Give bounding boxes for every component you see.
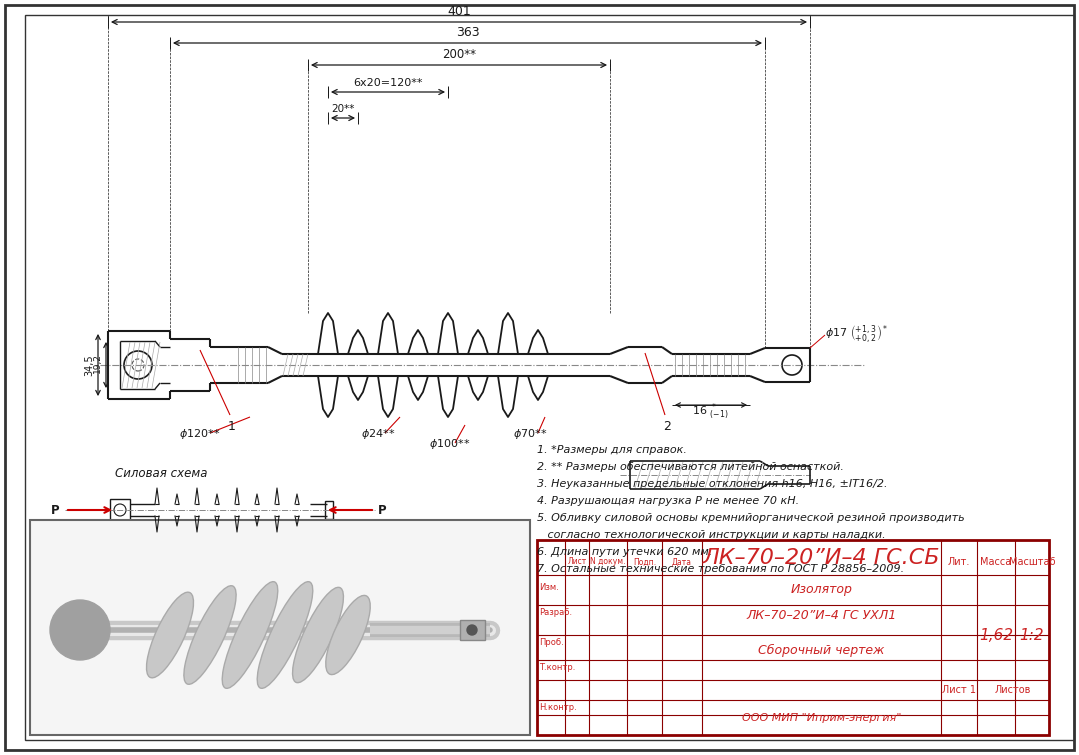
Text: Дата: Дата	[672, 557, 692, 566]
Text: Изолятор: Изолятор	[791, 584, 852, 596]
Circle shape	[50, 600, 110, 660]
Text: Лист: Лист	[568, 557, 587, 566]
Text: N докум.: N докум.	[590, 557, 626, 566]
Text: ЛК–70–20”И–4 ГС.СБ: ЛК–70–20”И–4 ГС.СБ	[702, 548, 940, 568]
Text: 16 $_{(-1)}^*$: 16 $_{(-1)}^*$	[692, 402, 728, 422]
Text: 401: 401	[447, 5, 470, 18]
Text: Силовая схема: Силовая схема	[115, 467, 207, 480]
Text: 1,62: 1,62	[979, 627, 1013, 643]
Ellipse shape	[257, 581, 313, 689]
Bar	[30, 520, 530, 735]
Text: Т.контр.: Т.контр.	[540, 663, 575, 672]
Text: 6. Длина пути утечки 620 мм.: 6. Длина пути утечки 620 мм.	[537, 547, 712, 557]
Ellipse shape	[183, 586, 236, 684]
Ellipse shape	[292, 587, 343, 683]
Text: $\phi$24**: $\phi$24**	[360, 427, 395, 441]
Text: согласно технологической инструкции и карты наладки.: согласно технологической инструкции и ка…	[537, 530, 886, 540]
Text: P: P	[52, 504, 60, 516]
Ellipse shape	[222, 581, 277, 689]
Bar	[110, 499, 129, 521]
Circle shape	[64, 614, 96, 646]
Text: 5. Обливку силовой основы кремнийорганической резиной производить: 5. Обливку силовой основы кремнийорганич…	[537, 513, 965, 523]
Text: 2. ** Размеры обеспечиваются литейной оснасткой.: 2. ** Размеры обеспечиваются литейной ос…	[537, 462, 844, 472]
Text: 2: 2	[663, 420, 671, 433]
Text: Н.контр.: Н.контр.	[540, 703, 577, 712]
Text: $\phi$70**: $\phi$70**	[513, 427, 547, 441]
Circle shape	[71, 621, 88, 639]
Text: 3. Неуказанные предельные отклонения h16, H16, ±IT16/2.: 3. Неуказанные предельные отклонения h16…	[537, 479, 888, 489]
Text: 7. Остальные технические требования по ГОСТ Р 28856–2009.: 7. Остальные технические требования по Г…	[537, 564, 904, 574]
Text: Лит.: Лит.	[947, 557, 970, 567]
Text: ЛК–70–20”И–4 ГС УХЛ1: ЛК–70–20”И–4 ГС УХЛ1	[747, 609, 897, 621]
Text: Проб.: Проб.	[540, 638, 563, 647]
Text: 20**: 20**	[331, 104, 355, 114]
Text: 6x20=120**: 6x20=120**	[353, 78, 423, 88]
Ellipse shape	[326, 596, 370, 675]
Text: $\phi$17 $\binom{+1,3}{+0,2}^*$: $\phi$17 $\binom{+1,3}{+0,2}^*$	[825, 324, 888, 346]
Text: P: P	[378, 504, 386, 516]
Text: 4. Разрушающая нагрузка P не менее 70 кН.: 4. Разрушающая нагрузка P не менее 70 кН…	[537, 496, 800, 506]
Text: 1:2: 1:2	[1020, 627, 1044, 643]
Bar	[325, 501, 333, 519]
Text: 1: 1	[228, 420, 236, 433]
Bar	[460, 620, 484, 640]
Text: 34,5: 34,5	[84, 354, 94, 376]
Text: Изм.: Изм.	[540, 583, 559, 592]
Text: 200**: 200**	[442, 48, 476, 61]
Text: Разраб.: Разраб.	[540, 608, 572, 617]
Text: 363: 363	[455, 26, 479, 39]
Ellipse shape	[147, 592, 193, 678]
Text: 1. *Размеры для справок.: 1. *Размеры для справок.	[537, 445, 687, 455]
Text: Масса: Масса	[981, 557, 1012, 567]
Bar	[537, 540, 1049, 735]
Text: $\phi$120**: $\phi$120**	[179, 427, 221, 441]
Text: Подп.: Подп.	[633, 557, 656, 566]
Text: Масштаб: Масштаб	[1009, 557, 1055, 567]
Text: Листов: Листов	[995, 685, 1032, 695]
Text: ООО МИП "Иприм-энергия": ООО МИП "Иприм-энергия"	[741, 713, 901, 723]
Text: Сборочный чертеж: Сборочный чертеж	[759, 643, 885, 657]
Circle shape	[58, 608, 103, 652]
Text: 19,2: 19,2	[93, 353, 103, 373]
Text: Лист 1: Лист 1	[942, 685, 976, 695]
Text: $\phi$100**: $\phi$100**	[429, 437, 470, 451]
Circle shape	[467, 625, 477, 635]
